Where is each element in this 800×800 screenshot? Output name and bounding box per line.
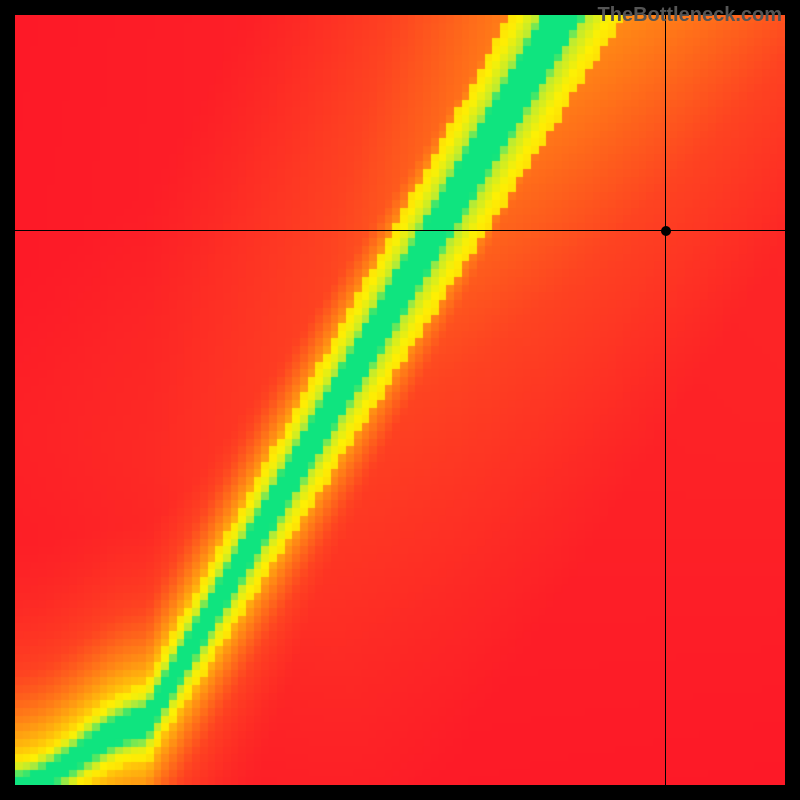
chart-container: TheBottleneck.com [0, 0, 800, 800]
watermark-text: TheBottleneck.com [598, 4, 782, 27]
heatmap-canvas [15, 15, 785, 785]
crosshair-vertical [665, 15, 666, 785]
crosshair-marker [661, 226, 671, 236]
plot-frame [0, 0, 800, 800]
